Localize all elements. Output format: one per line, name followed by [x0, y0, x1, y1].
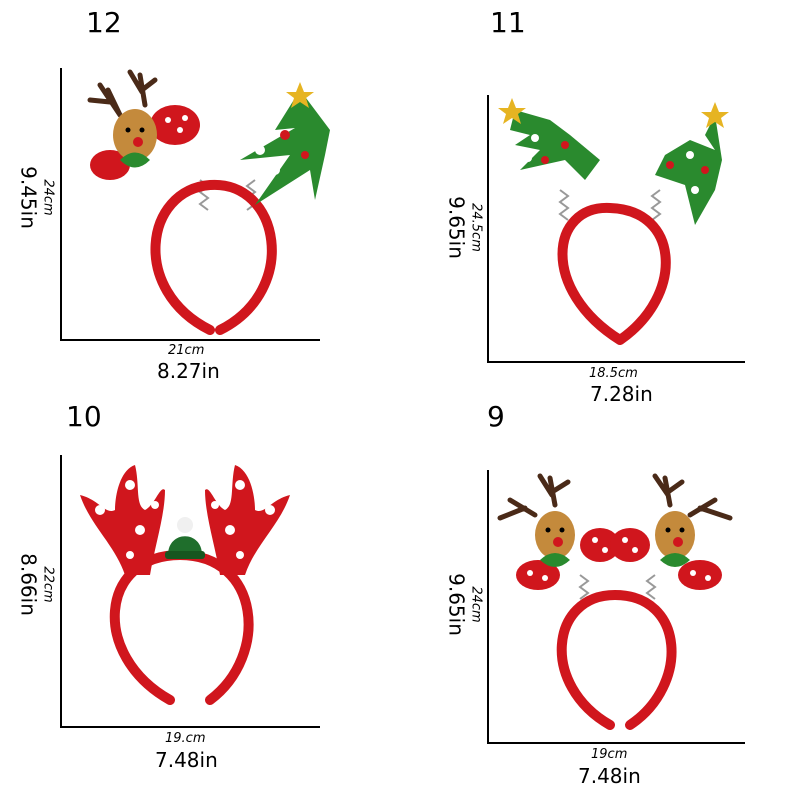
panel-9-width-in: 7.48in [578, 764, 641, 788]
panel-10-height-axis [60, 455, 62, 727]
panel-12-height-label: 24cm 9.45in [17, 148, 56, 248]
panel-11-height-label: 24.5cm 9.65in [445, 178, 484, 278]
panel-10-width-cm: 19.cm [165, 731, 206, 746]
panel-9-height-label: 24cm 9.65in [445, 555, 484, 655]
panel-9-height-in: 9.65in [444, 573, 469, 636]
panel-9-height-axis [487, 470, 489, 743]
panel-11-number: 11 [490, 6, 526, 39]
panel-10-height-cm: 22cm [40, 566, 56, 603]
panel-12-height-cm: 24cm [40, 179, 56, 216]
panel-12-headband-image [87, 69, 330, 335]
panel-10-width-in: 7.48in [155, 748, 218, 772]
panel-12-width-axis [60, 339, 320, 341]
panel-12-height-axis [60, 68, 62, 340]
panel-9-number: 9 [487, 400, 505, 433]
panel-11-height-in: 9.65in [444, 196, 469, 259]
panel-10-height-in: 8.66in [16, 553, 41, 616]
panel-12-width-in: 8.27in [157, 359, 220, 383]
panel-11-width-cm: 18.5cm [589, 366, 638, 381]
panel-9-width-cm: 19cm [591, 747, 628, 762]
panel-9-headband-image [497, 473, 733, 730]
panel-11-width-axis [487, 361, 745, 363]
panel-10-number: 10 [66, 400, 102, 433]
panel-11-height-axis [487, 95, 489, 362]
panel-10-headband-image [80, 465, 290, 705]
panel-11-height-cm: 24.5cm [468, 203, 484, 252]
panel-9-height-cm: 24cm [468, 586, 484, 623]
panel-12-width-cm: 21cm [168, 343, 205, 358]
panel-12-number: 12 [86, 6, 122, 39]
panel-11-width-in: 7.28in [590, 382, 653, 406]
panel-10-width-axis [60, 726, 320, 728]
panel-11-headband-image [498, 98, 729, 345]
panel-12-height-in: 9.45in [16, 166, 41, 229]
panel-10-height-label: 22cm 8.66in [17, 535, 56, 635]
panel-9-width-axis [487, 742, 745, 744]
